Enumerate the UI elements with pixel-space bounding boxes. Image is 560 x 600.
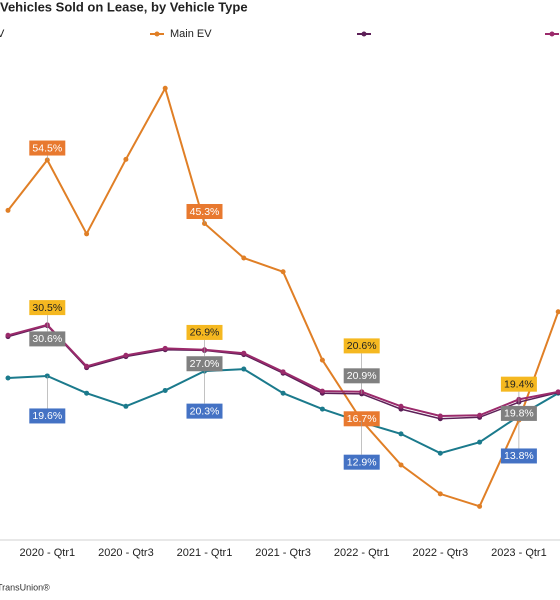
- source: TransUnion®: [0, 582, 50, 592]
- x-tick-label: 2022 - Qtr3: [412, 547, 468, 559]
- data-label-box: [500, 405, 537, 421]
- point: [319, 357, 325, 363]
- data-label-text: 16.7%: [347, 413, 377, 425]
- point: [84, 363, 90, 369]
- point: [5, 332, 11, 338]
- data-label-text: 26.9%: [190, 327, 220, 339]
- legend-marker: [154, 31, 160, 37]
- data-label-box: [29, 331, 66, 347]
- data-label-box: [343, 368, 380, 384]
- data-label-text: 19.6%: [32, 410, 62, 422]
- point: [477, 412, 483, 418]
- data-label: 19.6%: [29, 375, 66, 424]
- x-tick-label: 2020 - Qtr3: [98, 547, 154, 559]
- data-label-box: [186, 403, 223, 419]
- x-tick-label: 2020 - Qtr1: [19, 547, 75, 559]
- legend-label: V: [0, 28, 5, 40]
- point: [162, 85, 168, 91]
- point: [280, 269, 286, 275]
- point: [398, 462, 404, 468]
- data-label: 20.6%: [343, 338, 380, 394]
- data-label: 26.9%: [186, 324, 223, 351]
- point: [162, 345, 168, 351]
- point: [123, 352, 129, 358]
- data-label-text: 13.8%: [504, 450, 534, 462]
- data-label-box: [186, 356, 223, 372]
- data-label-text: 54.5%: [32, 142, 62, 154]
- legend-marker: [361, 31, 367, 37]
- data-label: 30.6%: [29, 324, 66, 347]
- point: [555, 309, 560, 315]
- point: [437, 491, 443, 497]
- data-label-box: [343, 338, 380, 354]
- data-label-text: 45.3%: [190, 206, 220, 218]
- data-label-text: 20.6%: [347, 340, 377, 352]
- data-label-box: [500, 448, 537, 464]
- point: [280, 390, 286, 396]
- data-label-text: 27.0%: [190, 358, 220, 370]
- point: [398, 431, 404, 437]
- data-label-box: [343, 454, 380, 470]
- x-tick-label: 2021 - Qtr1: [177, 547, 233, 559]
- data-label: 54.5%: [29, 140, 66, 161]
- point: [162, 387, 168, 393]
- point: [241, 350, 247, 356]
- point: [241, 366, 247, 372]
- x-tick-label: 2022 - Qtr1: [334, 547, 390, 559]
- data-label: 12.9%: [343, 422, 380, 470]
- point: [477, 503, 483, 509]
- point: [319, 388, 325, 394]
- data-label-text: 30.5%: [32, 302, 62, 314]
- point: [5, 375, 11, 381]
- data-label: 20.3%: [186, 371, 223, 419]
- x-tick-label: 2023 - Qtr1: [491, 547, 547, 559]
- series-line: [7, 368, 559, 455]
- point: [5, 207, 11, 213]
- data-label-text: 20.9%: [347, 370, 377, 382]
- point: [398, 403, 404, 409]
- data-label-text: 20.3%: [190, 405, 220, 417]
- data-label-text: 12.9%: [347, 456, 377, 468]
- chart-title: Vehicles Sold on Lease, by Vehicle Type: [0, 0, 248, 14]
- data-label: 19.8%: [500, 399, 537, 421]
- data-label-box: [29, 408, 66, 424]
- data-label: 13.8%: [500, 415, 537, 464]
- data-label: 20.9%: [343, 368, 380, 392]
- point: [437, 413, 443, 419]
- data-label-box: [343, 411, 380, 427]
- data-label: 19.4%: [500, 376, 537, 403]
- data-label: 45.3%: [186, 203, 223, 224]
- data-label-box: [186, 324, 223, 340]
- point: [477, 439, 483, 445]
- data-label-text: 19.8%: [504, 408, 534, 420]
- point: [84, 390, 90, 396]
- x-tick-label: 2021 - Qtr3: [255, 547, 311, 559]
- data-label-box: [186, 203, 223, 219]
- point: [241, 255, 247, 261]
- point: [123, 156, 129, 162]
- point: [280, 369, 286, 375]
- point: [84, 231, 90, 237]
- legend-label: Main EV: [170, 28, 212, 40]
- data-label-text: 30.6%: [32, 333, 62, 345]
- data-label: 30.5%: [29, 300, 66, 326]
- point: [123, 403, 129, 409]
- point: [555, 389, 560, 395]
- legend-marker: [549, 31, 555, 37]
- data-label-text: 19.4%: [504, 378, 534, 390]
- point: [319, 406, 325, 412]
- data-label: 27.0%: [186, 349, 223, 372]
- point: [437, 450, 443, 456]
- data-label: 16.7%: [343, 411, 380, 427]
- data-label-box: [29, 300, 66, 316]
- data-label-box: [500, 376, 537, 392]
- data-label-box: [29, 140, 66, 156]
